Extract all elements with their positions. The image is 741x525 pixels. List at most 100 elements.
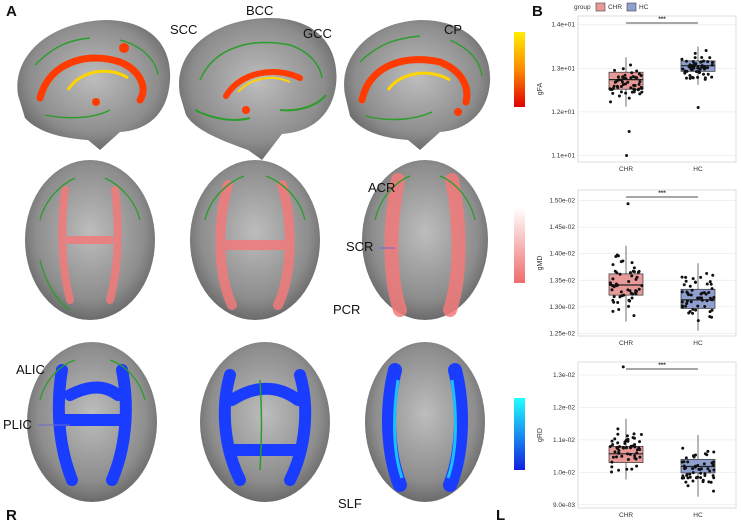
- data-point: [633, 270, 637, 274]
- data-point: [710, 308, 714, 312]
- legend-title: group: [574, 4, 591, 11]
- data-point: [699, 471, 703, 475]
- data-point: [630, 261, 634, 265]
- data-point: [637, 72, 641, 76]
- data-point: [637, 82, 641, 86]
- data-point: [691, 277, 695, 281]
- data-point: [680, 290, 684, 294]
- data-point: [681, 67, 685, 71]
- data-point: [610, 470, 614, 474]
- data-point: [690, 68, 694, 72]
- data-point: [619, 84, 623, 88]
- xtick-label-hc: HC: [693, 512, 703, 519]
- data-point: [631, 436, 635, 440]
- data-point: [610, 439, 614, 443]
- data-point: [688, 472, 692, 476]
- data-point: [632, 87, 636, 91]
- data-point: [691, 467, 695, 471]
- data-point: [612, 295, 616, 299]
- axial-brain-md-2: [190, 160, 320, 320]
- data-point: [704, 49, 708, 53]
- data-point: [694, 70, 698, 74]
- data-point: [680, 57, 684, 61]
- data-point: [640, 284, 644, 288]
- ytick-label-gMD: 1.35e-02: [549, 277, 575, 284]
- label-cp: CP: [444, 22, 462, 37]
- data-point: [712, 296, 716, 300]
- data-point: [680, 275, 684, 279]
- data-point: [629, 76, 633, 80]
- label-alic: ALIC: [16, 362, 45, 377]
- data-point: [627, 304, 631, 308]
- data-point: [617, 94, 621, 98]
- data-point: [640, 90, 644, 94]
- data-point: [632, 266, 636, 270]
- data-point: [630, 296, 634, 300]
- data-point: [712, 450, 716, 454]
- data-point: [611, 309, 615, 313]
- plot-area-gMD: [577, 189, 737, 337]
- data-point: [700, 64, 704, 68]
- data-point: [623, 73, 627, 77]
- ylabel-gMD: gMD: [537, 256, 544, 271]
- data-point: [610, 288, 614, 292]
- data-point: [613, 450, 617, 454]
- data-point: [630, 274, 634, 278]
- data-point: [693, 56, 697, 60]
- data-point: [690, 75, 694, 79]
- orientation-left: L: [496, 507, 505, 524]
- data-point: [610, 284, 614, 288]
- data-point: [709, 480, 713, 484]
- data-point: [638, 455, 642, 459]
- data-point: [635, 451, 639, 455]
- data-point: [619, 260, 623, 264]
- axial-brain-rd-1: [27, 342, 157, 502]
- data-point: [686, 484, 690, 488]
- data-point: [705, 282, 709, 286]
- data-point: [689, 293, 693, 297]
- label-acr: ACR: [368, 180, 395, 195]
- data-point: [684, 466, 688, 470]
- data-point: [614, 255, 618, 259]
- data-point: [616, 441, 620, 445]
- data-point: [611, 277, 615, 281]
- data-point: [686, 476, 690, 480]
- ytick-label-gFA: 1.3e+01: [551, 65, 575, 72]
- data-point: [697, 296, 701, 300]
- data-point: [609, 100, 613, 104]
- data-point: [696, 304, 700, 308]
- data-point: [611, 455, 615, 459]
- data-point: [621, 67, 625, 71]
- data-point: [633, 445, 637, 449]
- significance-label: ***: [658, 190, 666, 197]
- data-point: [638, 448, 642, 452]
- data-point: [706, 60, 710, 64]
- data-point: [688, 475, 692, 479]
- data-point: [698, 67, 702, 71]
- data-point: [687, 311, 691, 315]
- data-point: [691, 479, 695, 483]
- data-point: [684, 59, 688, 63]
- data-point: [682, 460, 686, 464]
- orientation-right: R: [6, 507, 17, 524]
- data-point: [682, 283, 686, 287]
- data-point: [711, 273, 715, 277]
- data-point: [707, 480, 711, 484]
- xtick-label-chr: CHR: [619, 166, 633, 173]
- data-point: [616, 432, 620, 436]
- data-point: [698, 467, 702, 471]
- data-point: [616, 75, 620, 79]
- fa-colorbar: [514, 32, 525, 107]
- axial-brain-md-3: [362, 160, 488, 320]
- data-point: [706, 72, 710, 76]
- data-point: [684, 275, 688, 279]
- data-point: [684, 76, 688, 80]
- data-point: [618, 272, 622, 276]
- data-point: [693, 51, 697, 55]
- data-point: [624, 82, 628, 86]
- data-point: [696, 75, 700, 79]
- data-point: [625, 434, 629, 438]
- data-point: [709, 298, 713, 302]
- sagittal-brain-2: [179, 18, 337, 160]
- data-point: [696, 319, 700, 323]
